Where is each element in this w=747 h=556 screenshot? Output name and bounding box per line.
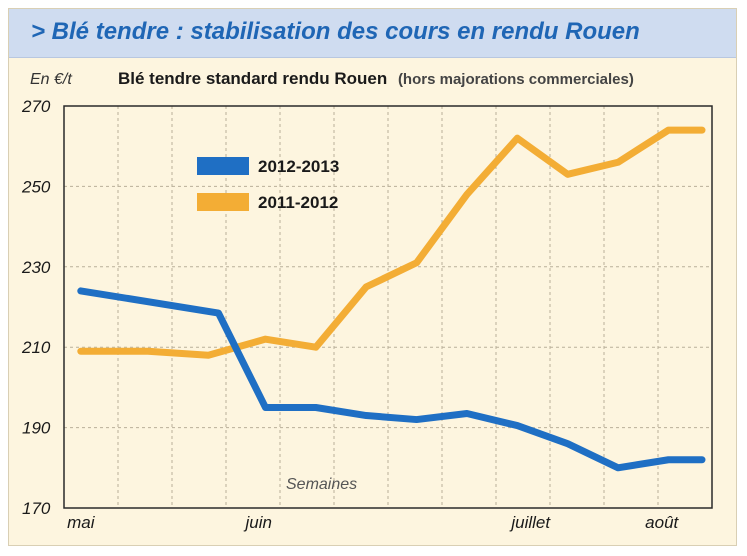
y-tick-label: 210 xyxy=(21,338,51,357)
y-tick-label: 270 xyxy=(21,97,51,116)
chart-title-main: Blé tendre standard rendu Rouen xyxy=(118,69,387,88)
chart-title-subtitle: (hors majorations commerciales) xyxy=(398,71,634,88)
chart-heading: > Blé tendre : stabilisation des cours e… xyxy=(31,18,640,45)
x-axis: mai juin juillet août xyxy=(67,513,679,532)
plot-area xyxy=(63,105,713,509)
y-tick-label: 250 xyxy=(21,177,51,196)
x-tick-label: mai xyxy=(67,513,96,532)
series-group xyxy=(77,126,706,472)
legend-swatch-2011-2012 xyxy=(197,193,249,211)
y-tick-label: 170 xyxy=(22,499,51,518)
legend: 2012-2013 2011-2012 xyxy=(197,157,339,212)
y-tick-label: 190 xyxy=(22,419,51,438)
chart-frame: > Blé tendre : stabilisation des cours e… xyxy=(8,8,737,546)
x-tick-label: août xyxy=(645,513,679,532)
series-line-2011-2012 xyxy=(77,126,706,359)
legend-swatch-2012-2013 xyxy=(197,157,249,175)
y-axis: 170 190 210 230 250 270 xyxy=(21,97,51,518)
chart-title: Blé tendre standard rendu Rouen (hors ma… xyxy=(118,69,634,88)
legend-label-2012-2013: 2012-2013 xyxy=(258,157,339,176)
legend-label-2011-2012: 2011-2012 xyxy=(258,193,338,212)
series-line-2012-2013 xyxy=(77,287,706,472)
y-tick-label: 230 xyxy=(21,258,51,277)
x-axis-label: Semaines xyxy=(286,476,357,493)
y-axis-unit: En €/t xyxy=(30,71,72,88)
x-tick-label: juin xyxy=(244,513,272,532)
chart-header: > Blé tendre : stabilisation des cours e… xyxy=(9,9,736,58)
x-tick-label: juillet xyxy=(509,513,551,532)
